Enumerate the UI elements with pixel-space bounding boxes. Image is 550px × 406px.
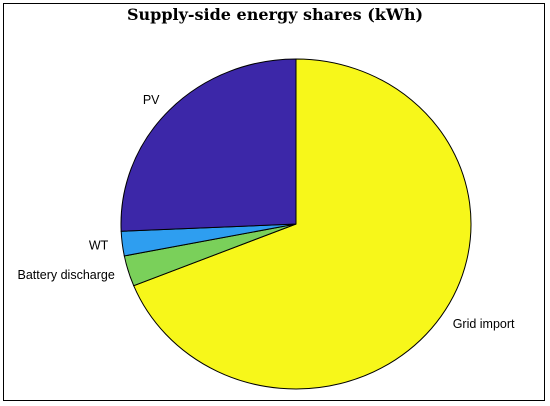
chart-title: Supply-side energy shares (kWh) [126, 5, 424, 24]
pie-label-wt: WT [89, 238, 109, 252]
pie-slice-grid-import [133, 58, 472, 390]
pie-slice-pv [120, 58, 297, 232]
pie-slices [120, 58, 472, 390]
pie-labels: Grid import Battery discharge WT PV [18, 93, 516, 331]
pie-label-battery-discharge: Battery discharge [18, 268, 115, 282]
pie-label-pv: PV [143, 93, 160, 107]
pie-label-grid-import: Grid import [453, 317, 515, 331]
